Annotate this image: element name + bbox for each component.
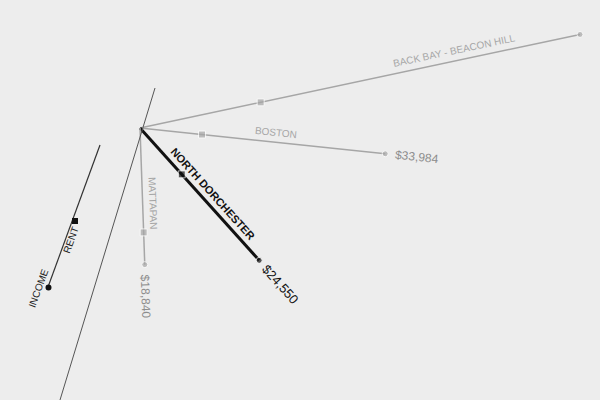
svg-text:BOSTON: BOSTON: [255, 125, 298, 140]
svg-text:INCOME: INCOME: [26, 267, 50, 309]
svg-text:$24,550: $24,550: [259, 262, 302, 307]
svg-text:$33,984: $33,984: [394, 148, 439, 166]
svg-text:$18,840: $18,840: [138, 274, 154, 318]
svg-text:RENT: RENT: [61, 225, 81, 254]
svg-text:NORTH DORCHESTER: NORTH DORCHESTER: [168, 145, 257, 242]
svg-text:MATTAPAN: MATTAPAN: [147, 177, 160, 230]
svg-text:BACK BAY - BEACON HILL: BACK BAY - BEACON HILL: [392, 32, 516, 69]
